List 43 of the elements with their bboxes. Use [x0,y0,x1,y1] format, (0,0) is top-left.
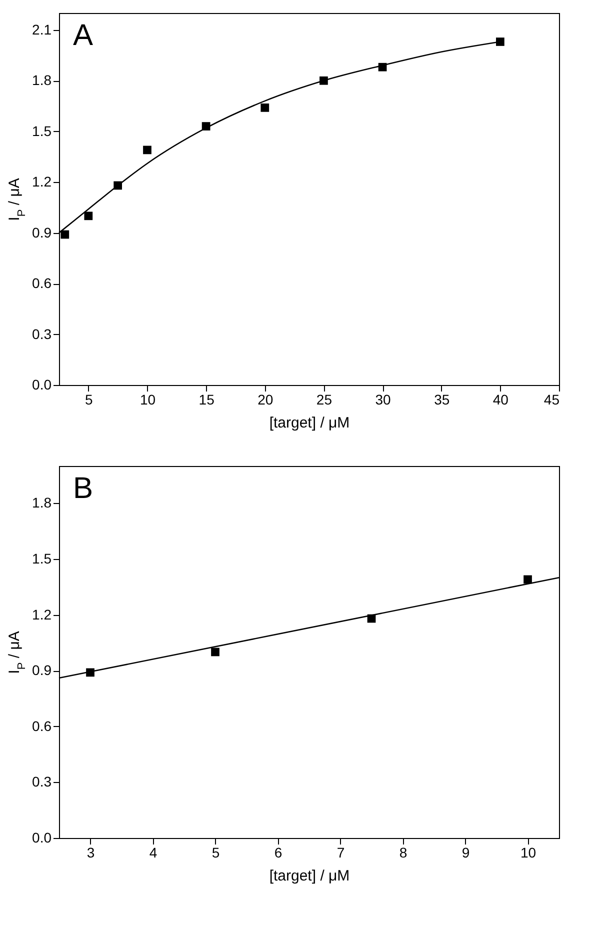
x-axis-title: [target] / μM [269,414,350,432]
point [143,146,152,154]
y-tick-label: 0.0 [32,830,52,846]
y-tick-label: 2.1 [32,21,52,38]
x-tick-label: 5 [85,392,94,408]
y-tick-label: 0.9 [32,224,52,240]
x-tick-label: 10 [140,392,156,408]
x-axis-title: [target] / μM [269,868,350,884]
annotation: A [73,19,94,52]
x-tick-label: 30 [375,392,392,408]
y-tick-label: 0.0 [32,376,52,392]
point [84,212,93,220]
x-tick-label: 10 [520,844,536,860]
x-tick-label: 20 [258,392,274,408]
x-tick-label: 7 [336,844,345,860]
y-tick-label: 1.2 [32,174,52,190]
y-tick-label: 1.8 [32,72,52,88]
x-tick-label: 35 [434,392,450,408]
point [496,38,504,46]
x-tick-label: 4 [149,844,158,860]
x-tick-label: 8 [399,844,408,860]
y-tick-label: 0.9 [32,662,52,678]
y-tick-label: 0.6 [32,275,52,292]
x-tick-label: 9 [462,844,470,860]
annotation: B [73,472,94,505]
y-tick-label: 1.8 [32,494,52,511]
point [260,104,270,112]
x-tick-label: 40 [492,392,509,408]
y-tick-label: 0.3 [32,326,52,342]
point [60,230,70,239]
y-tick-label: 1.2 [32,606,52,622]
x-tick-label: 3 [86,844,95,860]
y-tick-label: 0.3 [32,774,52,790]
x-tick-label: 5 [212,844,220,860]
y-tick-label: 1.5 [32,122,52,139]
x-tick-label: 25 [316,392,332,408]
y-tick-label: 0.6 [32,718,52,734]
x-tick-label: 6 [274,844,282,860]
y-tick-label: 1.5 [32,550,52,566]
point [524,575,532,584]
x-tick-label: 45 [544,392,560,408]
point [211,648,220,656]
x-tick-label: 15 [198,392,215,408]
